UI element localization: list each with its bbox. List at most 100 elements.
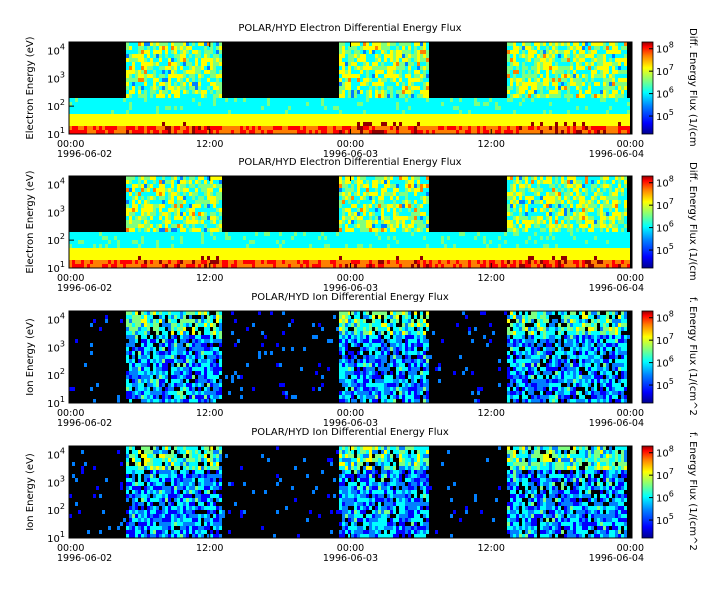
spectrogram-cell [141, 42, 144, 46]
spectrogram-cell [411, 126, 414, 130]
spectrogram-cell [315, 130, 318, 134]
spectrogram-cell [162, 192, 165, 196]
spectrogram-cell [141, 180, 144, 184]
spectrogram-cell [168, 74, 171, 78]
spectrogram-cell [618, 86, 621, 90]
spectrogram-cell [375, 196, 378, 200]
spectrogram-cell [552, 106, 555, 110]
spectrogram-cell [615, 122, 618, 126]
spectrogram-cell [183, 176, 186, 180]
spectrogram-cell [447, 106, 450, 110]
spectrogram-cell [216, 126, 219, 130]
spectrogram-cell [159, 256, 162, 260]
spectrogram-cell [345, 94, 348, 98]
spectrogram-cell [207, 264, 210, 268]
spectrogram-cell [600, 126, 603, 130]
spectrogram-cell [171, 50, 174, 54]
spectrogram-cell [423, 42, 426, 46]
spectrogram-cell [399, 126, 402, 130]
spectrogram-cell [189, 70, 192, 74]
spectrogram-cell [348, 50, 351, 54]
spectrogram-cell [327, 122, 330, 126]
spectrogram-cell [108, 102, 111, 106]
spectrogram-cell [372, 224, 375, 228]
spectrogram-cell [90, 244, 93, 248]
spectrogram-cell [147, 102, 150, 106]
spectrogram-cell [561, 114, 564, 118]
spectrogram-cell [366, 102, 369, 106]
spectrogram-cell [231, 102, 234, 106]
spectrogram-cell [156, 118, 159, 122]
spectrogram-cell [387, 232, 390, 236]
spectrogram-cell [462, 122, 465, 126]
spectrogram-cell [162, 122, 165, 126]
spectrogram-cell [231, 256, 234, 260]
spectrogram-cell [198, 200, 201, 204]
spectrogram-cell [399, 216, 402, 220]
spectrogram-cell [243, 106, 246, 110]
spectrogram-cell [558, 114, 561, 118]
spectrogram-cell [198, 122, 201, 126]
spectrogram-cell [183, 256, 186, 260]
spectrogram-cell [474, 122, 477, 126]
spectrogram-cell [573, 58, 576, 62]
spectrogram-cell [387, 252, 390, 256]
spectrogram-cell [159, 106, 162, 110]
spectrogram-cell [621, 54, 624, 58]
spectrogram-cell [564, 82, 567, 86]
spectrogram-cell [204, 98, 207, 102]
spectrogram-cell [342, 78, 345, 82]
spectrogram-cell [183, 118, 186, 122]
spectrogram-cell [243, 126, 246, 130]
spectrogram-cell [285, 130, 288, 134]
spectrogram-cell [132, 180, 135, 184]
spectrogram-cell [321, 264, 324, 268]
spectrogram-cell [288, 240, 291, 244]
spectrogram-cell [255, 264, 258, 268]
spectrogram-cell [516, 70, 519, 74]
spectrogram-cell [114, 232, 117, 236]
spectrogram-cell [342, 188, 345, 192]
spectrogram-cell [414, 66, 417, 70]
spectrogram-cell [411, 82, 414, 86]
spectrogram-cell [294, 122, 297, 126]
spectrogram-cell [423, 70, 426, 74]
spectrogram-cell [564, 98, 567, 102]
spectrogram-cell [183, 74, 186, 78]
spectrogram-cell [309, 236, 312, 240]
spectrogram-cell [396, 98, 399, 102]
spectrogram-cell [210, 224, 213, 228]
spectrogram-cell [207, 236, 210, 240]
spectrogram-cell [615, 54, 618, 58]
spectrogram-cell [417, 106, 420, 110]
spectrogram-cell [354, 196, 357, 200]
spectrogram-cell [531, 70, 534, 74]
spectrogram-cell [600, 94, 603, 98]
spectrogram-cell [606, 70, 609, 74]
spectrogram-cell [243, 110, 246, 114]
spectrogram-cell [570, 114, 573, 118]
spectrogram-cell [165, 98, 168, 102]
spectrogram-cell [219, 228, 222, 232]
spectrogram-cell [219, 62, 222, 66]
spectrogram-cell [405, 78, 408, 82]
spectrogram-cell [168, 110, 171, 114]
spectrogram-cell [231, 118, 234, 122]
spectrogram-cell [621, 46, 624, 50]
spectrogram-cell [615, 98, 618, 102]
spectrogram-cell [270, 264, 273, 268]
spectrogram-cell [405, 244, 408, 248]
spectrogram-cell [120, 126, 123, 130]
spectrogram-cell [195, 192, 198, 196]
spectrogram-cell [180, 260, 183, 264]
spectrogram-cell [258, 110, 261, 114]
spectrogram-cell [78, 264, 81, 268]
spectrogram-cell [135, 130, 138, 134]
spectrogram-cell [171, 122, 174, 126]
spectrogram-cell [141, 228, 144, 232]
spectrogram-cell [564, 62, 567, 66]
spectrogram-cell [522, 74, 525, 78]
spectrogram-cell [237, 256, 240, 260]
spectrogram-cell [525, 70, 528, 74]
spectrogram-cell [393, 62, 396, 66]
